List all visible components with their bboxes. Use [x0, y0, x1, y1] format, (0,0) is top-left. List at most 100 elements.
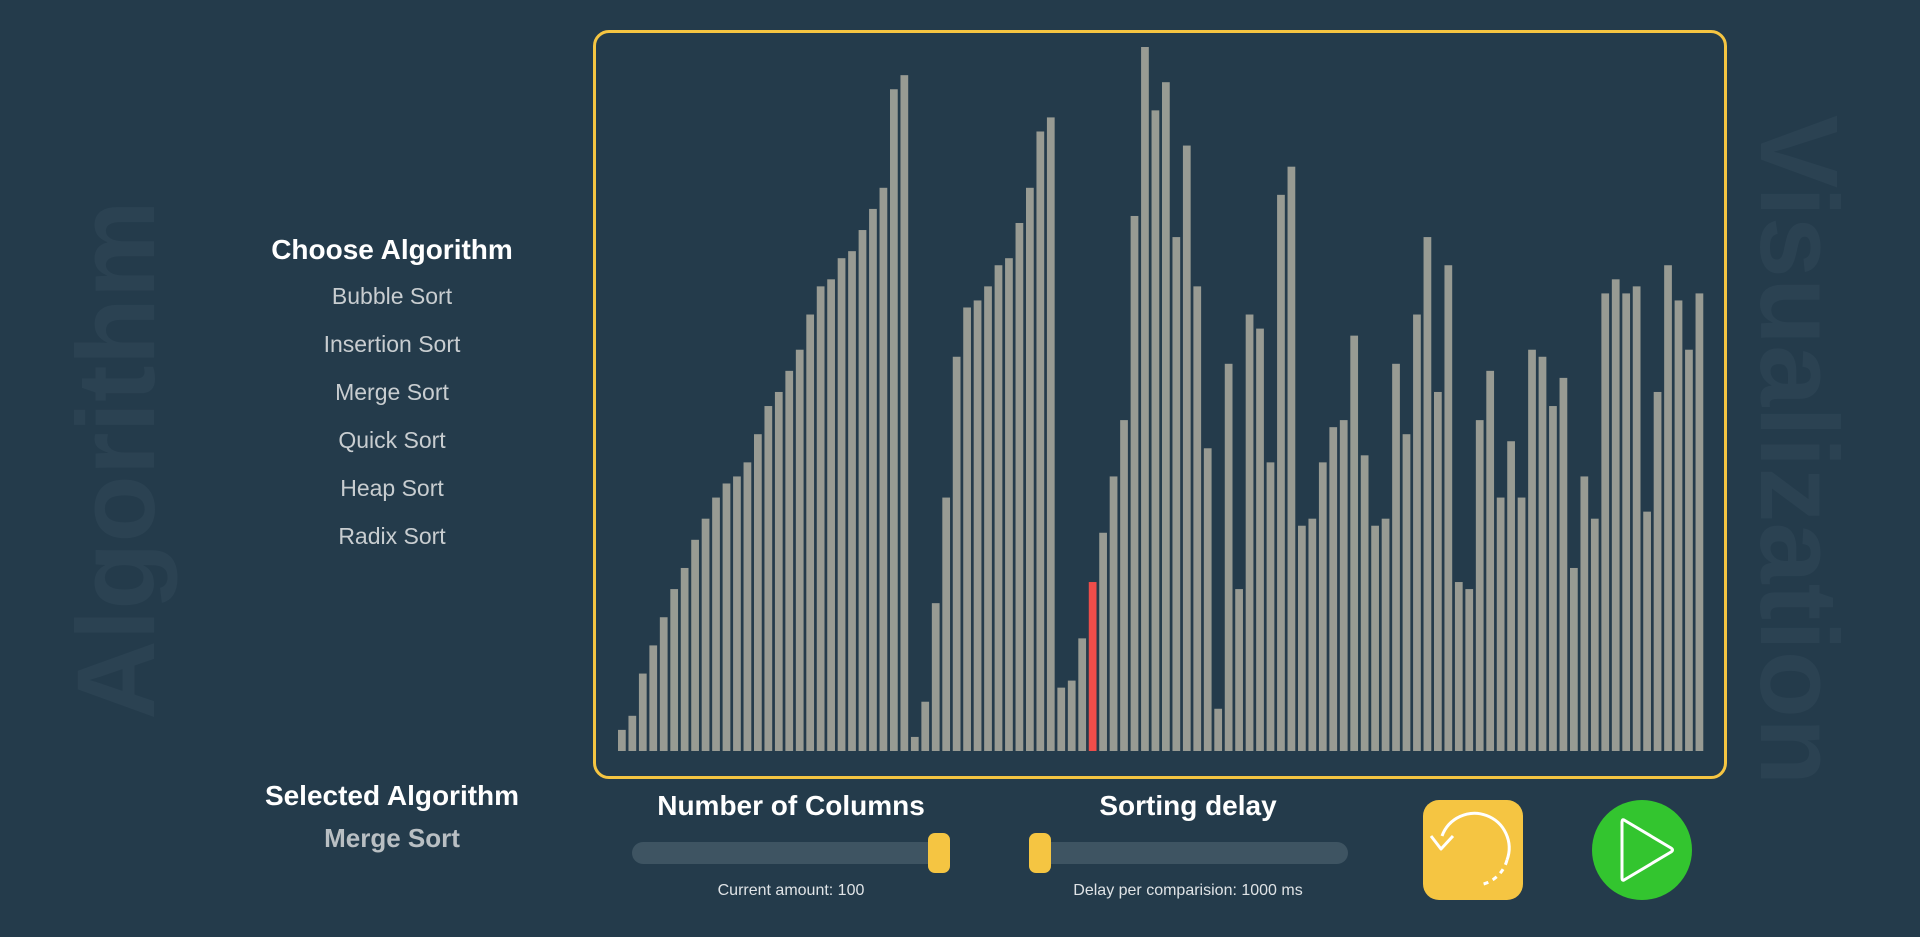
bar	[1360, 455, 1369, 751]
bar	[1067, 680, 1076, 751]
bar	[1350, 335, 1359, 751]
bar	[1611, 279, 1620, 751]
bar	[1664, 265, 1672, 751]
bar	[1580, 476, 1589, 751]
selected-algorithm-heading: Selected Algorithm	[264, 780, 520, 811]
bar	[910, 736, 919, 751]
bar	[1203, 448, 1212, 751]
bar	[879, 187, 888, 751]
bar	[1486, 370, 1495, 751]
bar	[1182, 145, 1191, 751]
menu-item-heap-sort[interactable]: Heap Sort	[340, 475, 444, 501]
bar	[837, 258, 846, 751]
bar	[816, 286, 825, 751]
bar	[1695, 293, 1704, 751]
bar	[1643, 511, 1651, 751]
reset-icon	[1429, 811, 1511, 887]
bar	[618, 729, 626, 751]
bar	[670, 589, 679, 751]
bar	[1277, 194, 1285, 751]
bar	[890, 89, 898, 751]
bar	[1172, 237, 1181, 751]
bar	[628, 715, 637, 751]
delay-text: Delay per comparision: 1000 ms	[1073, 882, 1303, 899]
bar	[1444, 265, 1453, 751]
bar	[701, 518, 710, 751]
bars-chart	[618, 47, 1704, 751]
bar	[1632, 286, 1641, 751]
bar	[1402, 434, 1411, 751]
bar	[942, 497, 951, 751]
columns-slider[interactable]	[632, 833, 950, 873]
bar	[900, 75, 909, 751]
bar	[1235, 589, 1243, 751]
bar	[984, 286, 992, 751]
sorting-delay-title: Sorting delay	[1099, 790, 1277, 821]
bar	[638, 673, 647, 751]
bar	[1308, 518, 1317, 751]
columns-slider-thumb[interactable]	[928, 833, 950, 873]
bar	[994, 265, 1003, 751]
bar	[1099, 532, 1107, 751]
bar	[1329, 427, 1338, 751]
delay-slider-thumb[interactable]	[1029, 833, 1051, 873]
bar	[774, 391, 783, 751]
bar	[1214, 708, 1223, 751]
bar	[785, 370, 794, 751]
bar	[1046, 117, 1055, 751]
bar	[1287, 166, 1296, 751]
bar	[691, 539, 699, 751]
bar	[1465, 589, 1474, 751]
bar	[1423, 237, 1432, 751]
bar	[1371, 525, 1379, 751]
bar-highlighted	[1088, 582, 1097, 751]
bar	[1078, 638, 1087, 751]
columns-title: Number of Columns	[657, 790, 925, 821]
visualization-watermark: Visualization	[1737, 114, 1860, 786]
bar	[1036, 131, 1045, 751]
bar	[1318, 462, 1327, 751]
bar	[722, 483, 731, 751]
bar	[1120, 420, 1128, 751]
bar	[1026, 187, 1034, 751]
bar	[1454, 582, 1463, 751]
menu-item-insertion-sort[interactable]: Insertion Sort	[323, 331, 461, 357]
bar	[858, 230, 867, 751]
choose-algorithm-heading: Choose Algorithm	[271, 234, 513, 265]
bar	[848, 251, 856, 751]
bar	[1685, 349, 1693, 751]
bar	[1475, 420, 1484, 751]
bar	[1298, 525, 1306, 751]
menu-item-quick-sort[interactable]: Quick Sort	[338, 427, 446, 453]
bar	[1193, 286, 1202, 751]
play-button[interactable]	[1592, 800, 1692, 900]
bar	[1601, 293, 1610, 751]
menu-item-radix-sort[interactable]: Radix Sort	[338, 523, 446, 549]
bar	[1339, 420, 1348, 751]
bar	[743, 462, 752, 751]
bar	[1517, 497, 1526, 751]
bar	[1674, 300, 1683, 751]
delay-slider[interactable]	[1029, 833, 1348, 873]
bar	[1392, 363, 1400, 751]
bar	[1496, 497, 1505, 751]
bar	[869, 208, 877, 751]
bar	[1622, 293, 1631, 751]
bar	[1559, 377, 1568, 751]
selected-algorithm-panel: Selected Algorithm Merge Sort	[232, 774, 552, 858]
bar	[680, 567, 689, 751]
reset-button[interactable]	[1423, 800, 1523, 900]
bar	[795, 349, 804, 751]
bar	[1162, 82, 1170, 751]
bar	[931, 603, 940, 751]
bar	[1507, 441, 1515, 751]
menu-item-bubble-sort[interactable]: Bubble Sort	[331, 283, 453, 309]
bar	[764, 406, 773, 751]
menu-item-merge-sort[interactable]: Merge Sort	[335, 379, 449, 405]
bar	[952, 356, 961, 751]
bar	[1109, 476, 1118, 751]
bar	[1538, 356, 1547, 751]
bar	[1413, 314, 1421, 751]
bar	[1528, 349, 1536, 751]
visualization-panel	[593, 30, 1727, 779]
